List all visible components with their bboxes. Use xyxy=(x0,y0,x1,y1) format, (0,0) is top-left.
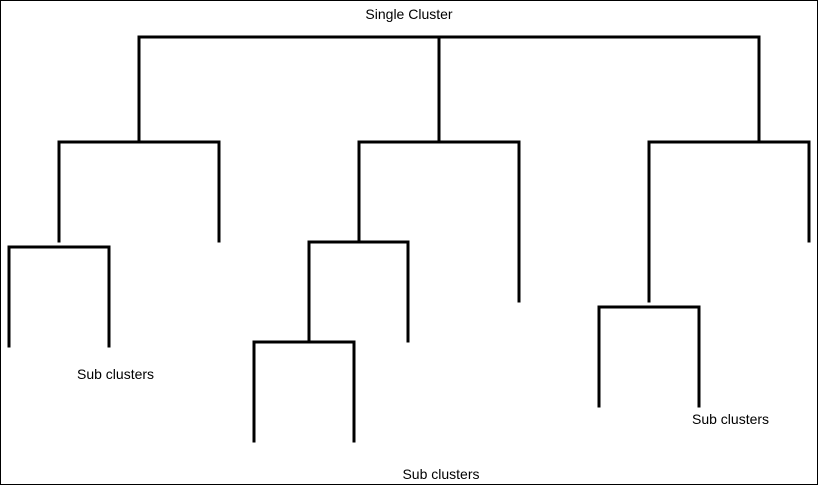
middle-sub-bracket xyxy=(307,240,410,343)
middle-branch-bracket xyxy=(357,140,521,303)
root-bracket xyxy=(137,35,761,142)
middle-subclusters-label: Sub clusters xyxy=(402,466,480,482)
right-branch-bracket xyxy=(647,140,811,303)
right-leaf-bracket xyxy=(597,305,701,408)
left-subclusters-label: Sub clusters xyxy=(77,366,155,382)
diagram-title: Single Cluster xyxy=(365,6,453,22)
left-leaf-bracket xyxy=(7,245,111,348)
right-subclusters-label: Sub clusters xyxy=(692,411,770,427)
middle-leaf-bracket xyxy=(252,340,356,443)
left-branch-bracket xyxy=(57,140,221,243)
